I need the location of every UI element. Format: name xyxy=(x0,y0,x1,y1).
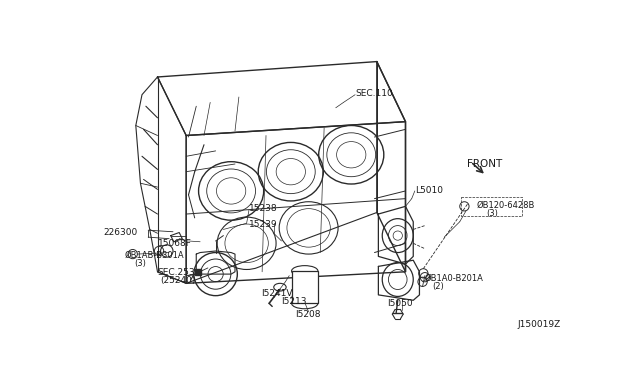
Text: SEC.253: SEC.253 xyxy=(157,268,195,277)
Text: ØB1AB-B301A: ØB1AB-B301A xyxy=(125,251,184,260)
Text: (25240): (25240) xyxy=(160,276,195,285)
Text: I5208: I5208 xyxy=(296,310,321,319)
Bar xyxy=(292,271,318,303)
Text: (3): (3) xyxy=(134,259,146,268)
Text: FRONT: FRONT xyxy=(467,158,503,169)
Text: I5050: I5050 xyxy=(387,299,413,308)
Text: SEC.110: SEC.110 xyxy=(355,89,393,98)
Text: ØB1A0-B201A: ØB1A0-B201A xyxy=(425,274,484,283)
Text: (3): (3) xyxy=(486,209,498,218)
Text: (2): (2) xyxy=(432,282,444,291)
Text: I5213: I5213 xyxy=(282,297,307,306)
Text: L5010: L5010 xyxy=(415,186,443,195)
Text: 15239: 15239 xyxy=(249,220,278,229)
Text: 15238: 15238 xyxy=(249,204,278,213)
Text: J150019Z: J150019Z xyxy=(518,320,561,329)
Text: ØB120-6428B: ØB120-6428B xyxy=(477,201,535,210)
Text: 15068F: 15068F xyxy=(157,240,191,248)
Text: I5241V: I5241V xyxy=(261,289,293,298)
Text: 226300: 226300 xyxy=(103,228,138,237)
